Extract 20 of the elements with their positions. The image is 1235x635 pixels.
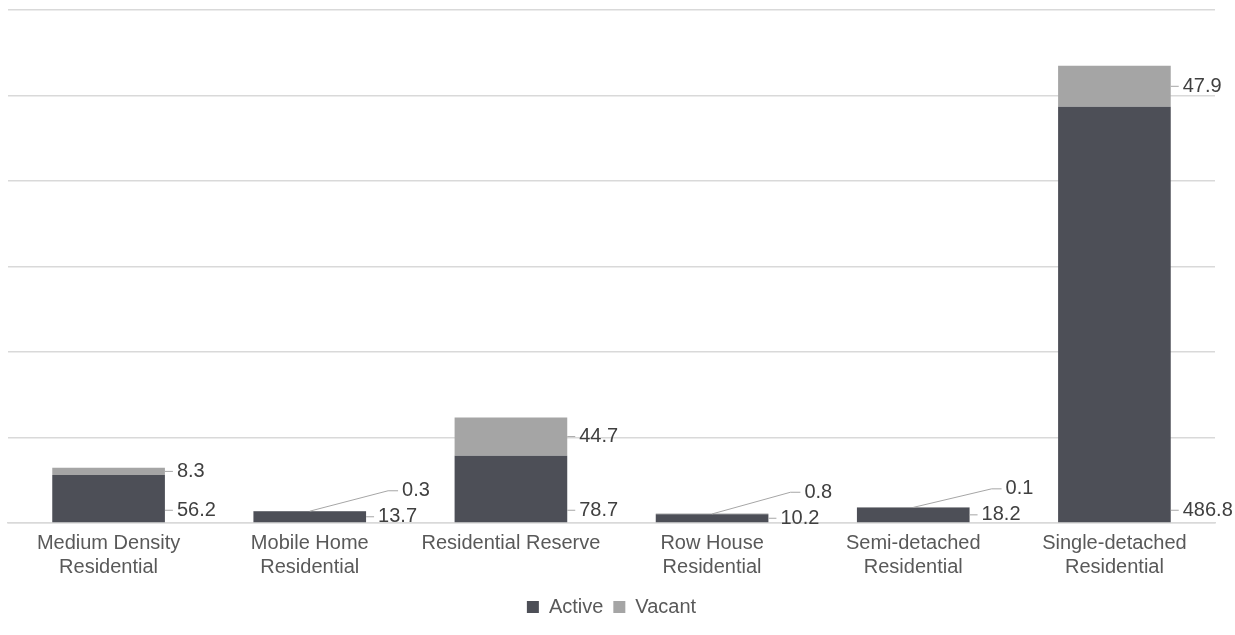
data-label: 18.2 (981, 502, 1021, 525)
data-label: 10.2 (780, 505, 820, 528)
x-tick-label: Medium Density Residential (36, 530, 181, 577)
data-label: 0.8 (804, 479, 833, 502)
data-label: 13.7 (378, 504, 418, 527)
legend-label: Active (548, 594, 604, 617)
data-label: 0.3 (402, 478, 430, 501)
data-label: 78.7 (579, 497, 619, 520)
x-tick-label: Semi-detached Residential (845, 530, 981, 577)
x-tick-label: Row House Residential (660, 530, 764, 577)
data-label: 0.1 (1005, 476, 1034, 499)
data-label: 8.3 (176, 458, 205, 481)
data-label: 44.7 (579, 424, 619, 447)
x-tick-label: Mobile Home Residential (250, 530, 369, 577)
legend-label: Vacant (635, 594, 697, 617)
x-tick-label: Residential Reserve (421, 530, 601, 553)
data-label: 47.9 (1182, 73, 1222, 96)
data-label: 486.8 (1182, 497, 1233, 520)
data-label: 56.2 (176, 497, 216, 520)
x-tick-label: Single-detached Residential (1042, 530, 1187, 577)
